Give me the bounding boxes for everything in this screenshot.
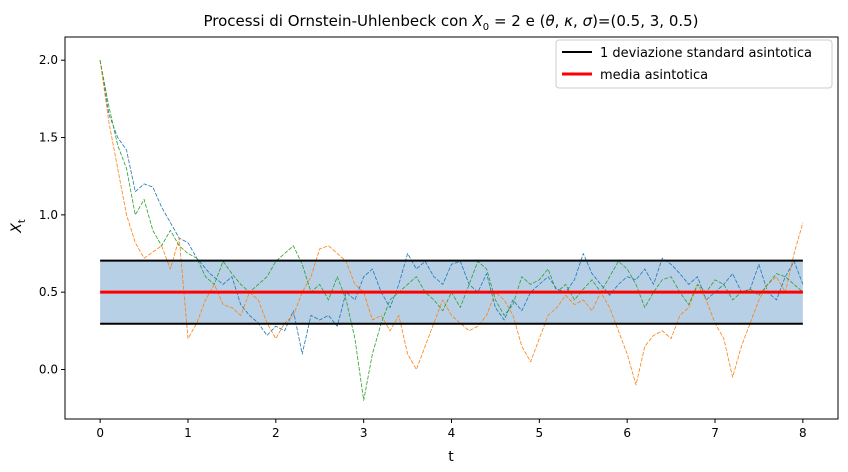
y-tick-label: 0.0 [39,363,58,377]
x-tick-label: 2 [272,426,280,440]
y-axis-label: Xt [9,219,28,234]
y-tick-label: 2.0 [39,53,58,67]
x-tick-label: 8 [799,426,807,440]
x-axis: 0 1 2 3 4 5 6 7 8 [96,419,807,440]
y-axis: 0.0 0.5 1.0 1.5 2.0 [39,53,65,377]
chart-title: Processi di Ornstein-Uhlenbeck con X0 = … [203,12,698,33]
y-tick-label: 1.5 [39,131,58,145]
plot-area [99,60,804,401]
title-x0-subscript: 0 [483,22,489,33]
y-axis-label-symbol: X [9,223,25,234]
plot-frame [64,36,839,420]
title-suffix: )=(0.5, 3, 0.5) [592,12,698,30]
x-tick-label: 4 [448,426,456,440]
x-tick-label: 7 [711,426,719,440]
title-prefix: Processi di Ornstein-Uhlenbeck con [203,12,472,30]
x-axis-label: t [448,449,454,465]
x-tick-label: 0 [96,426,104,440]
title-sep1: , [555,12,565,30]
title-theta: θ [545,12,554,30]
x-tick-label: 6 [623,426,631,440]
ou-path-1 [99,60,804,355]
y-tick-label: 0.5 [39,285,58,299]
y-tick-label: 1.0 [39,208,58,222]
x-tick-label: 3 [360,426,368,440]
title-x0-symbol: X [472,12,484,30]
title-kappa: κ [564,12,573,30]
title-x0-value: = 2 e ( [489,12,545,30]
title-sep2: , [573,12,583,30]
x-tick-label: 1 [184,426,192,440]
y-axis-label-subscript: t [17,219,28,223]
legend-mean-label: media asintotica [600,68,708,83]
legend-box [555,39,833,89]
x-tick-label: 5 [536,426,544,440]
legend-std-label: 1 deviazione standard asintotica [600,46,812,61]
legend: 1 deviazione standard asintotica media a… [555,39,833,89]
title-sigma: σ [583,12,593,30]
